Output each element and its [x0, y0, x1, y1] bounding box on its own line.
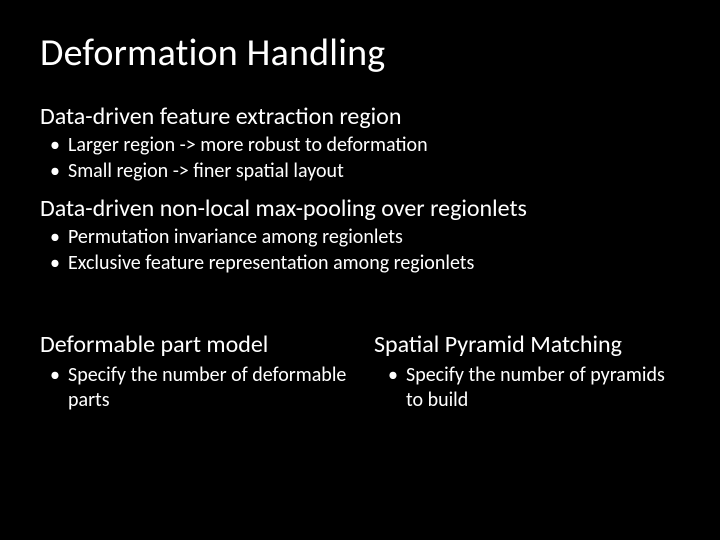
section-1-bullets: Larger region -> more robust to deformat…: [40, 133, 680, 184]
list-item: Permutation invariance among regionlets: [68, 225, 680, 251]
columns: Deformable part model Specify the number…: [40, 324, 680, 422]
column-right-heading: Spatial Pyramid Matching: [370, 330, 680, 359]
column-right: Spatial Pyramid Matching Specify the num…: [370, 324, 680, 422]
slide-title: Deformation Handling: [40, 30, 680, 76]
section-2: Data-driven non-local max-pooling over r…: [40, 194, 680, 276]
slide: Deformation Handling Data-driven feature…: [0, 0, 720, 540]
list-item: Larger region -> more robust to deformat…: [68, 133, 680, 159]
column-left-bullets: Specify the number of deformable parts: [40, 363, 350, 412]
list-item: Specify the number of pyramids to build: [406, 363, 680, 412]
list-item: Small region -> finer spatial layout: [68, 159, 680, 185]
column-left: Deformable part model Specify the number…: [40, 324, 350, 422]
column-right-bullets: Specify the number of pyramids to build: [370, 363, 680, 412]
list-item: Specify the number of deformable parts: [68, 363, 350, 412]
section-1-heading: Data-driven feature extraction region: [40, 102, 680, 131]
column-left-heading: Deformable part model: [40, 330, 350, 359]
section-2-bullets: Permutation invariance among regionlets …: [40, 225, 680, 276]
section-2-heading: Data-driven non-local max-pooling over r…: [40, 194, 680, 223]
list-item: Exclusive feature representation among r…: [68, 251, 680, 277]
section-1: Data-driven feature extraction region La…: [40, 102, 680, 184]
